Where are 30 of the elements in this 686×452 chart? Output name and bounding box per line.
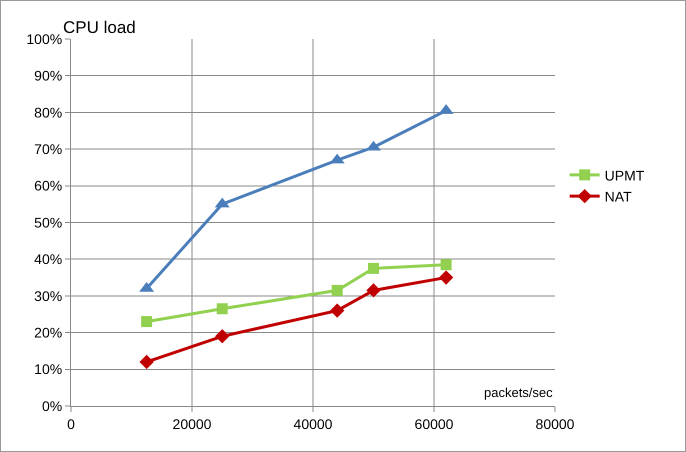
y-tick-label: 20%: [34, 324, 62, 340]
point: [440, 259, 452, 270]
point: [139, 354, 154, 370]
point: [215, 329, 230, 344]
x-tick-label: 40000: [294, 416, 333, 432]
point: [216, 303, 228, 314]
y-tick-label: 90%: [34, 68, 62, 84]
y-axis-title: CPU load: [63, 18, 136, 37]
point: [368, 262, 379, 274]
x-axis-title: packets/sec: [484, 385, 554, 400]
x-tick-label: 80000: [536, 416, 575, 432]
point: [330, 303, 344, 318]
x-tick-label: 20000: [172, 416, 212, 432]
y-tick-label: 0%: [42, 398, 62, 414]
point: [366, 283, 381, 298]
y-tick-label: 60%: [34, 178, 62, 194]
legend-label: UPMT: [604, 167, 645, 184]
y-tick-label: 40%: [34, 251, 62, 268]
y-tick-label: 30%: [34, 288, 62, 304]
y-tick-label: 50%: [34, 214, 62, 230]
point: [438, 270, 454, 285]
y-tick-label: 100%: [26, 30, 62, 47]
x-tick-label: 60000: [414, 416, 454, 432]
y-tick-label: 70%: [34, 141, 62, 157]
legend-label: NAT: [604, 188, 632, 205]
y-tick-label: 80%: [34, 104, 62, 120]
point: [141, 316, 152, 328]
y-tick-label: 10%: [34, 361, 62, 378]
x-tick-label: 0: [67, 416, 76, 432]
point: [332, 284, 343, 296]
